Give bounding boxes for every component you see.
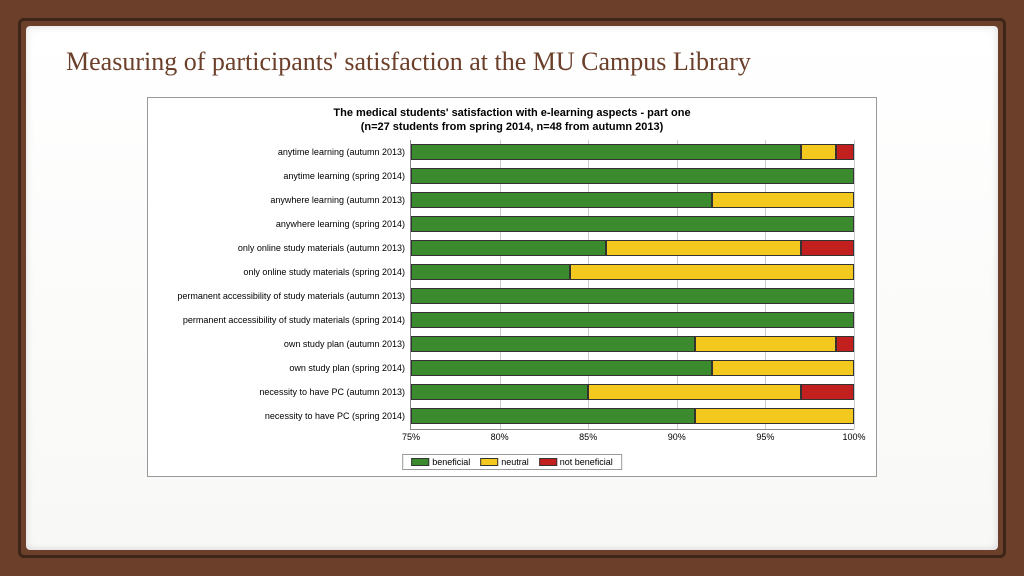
bar-row: only online study materials (spring 2014… xyxy=(411,264,854,280)
bar-label: only online study materials (spring 2014… xyxy=(243,264,411,280)
seg-neutral xyxy=(712,192,854,208)
bar-label: necessity to have PC (spring 2014) xyxy=(265,408,411,424)
grid-line xyxy=(854,140,855,429)
bar-label: anywhere learning (autumn 2013) xyxy=(270,192,411,208)
legend-swatch xyxy=(411,458,429,466)
chart-plot-area: 75%80%85%90%95%100%anytime learning (aut… xyxy=(410,140,854,430)
legend-item: not beneficial xyxy=(539,457,613,467)
x-axis-tick: 75% xyxy=(402,429,420,442)
seg-not-beneficial xyxy=(836,336,854,352)
chart-title: The medical students' satisfaction with … xyxy=(160,106,864,135)
legend-swatch xyxy=(539,458,557,466)
bar-row: own study plan (autumn 2013) xyxy=(411,336,854,352)
legend-label: not beneficial xyxy=(560,457,613,467)
seg-neutral xyxy=(695,408,854,424)
chart-title-line2: (n=27 students from spring 2014, n=48 fr… xyxy=(361,121,664,133)
x-axis-tick: 85% xyxy=(579,429,597,442)
slide-title: Measuring of participants' satisfaction … xyxy=(66,46,958,79)
bar-label: anytime learning (spring 2014) xyxy=(283,168,411,184)
bar-label: permanent accessibility of study materia… xyxy=(177,288,411,304)
seg-not-beneficial xyxy=(801,384,854,400)
seg-neutral xyxy=(801,144,836,160)
legend-item: beneficial xyxy=(411,457,470,467)
seg-beneficial xyxy=(411,240,606,256)
bar-label: anytime learning (autumn 2013) xyxy=(278,144,411,160)
chart-title-line1: The medical students' satisfaction with … xyxy=(333,107,690,119)
bar-label: necessity to have PC (autumn 2013) xyxy=(259,384,411,400)
seg-neutral xyxy=(588,384,801,400)
slide-content: Measuring of participants' satisfaction … xyxy=(26,26,998,550)
seg-not-beneficial xyxy=(801,240,854,256)
bar-row: anytime learning (autumn 2013) xyxy=(411,144,854,160)
bar-row: only online study materials (autumn 2013… xyxy=(411,240,854,256)
chart-container: The medical students' satisfaction with … xyxy=(147,97,877,477)
bar-row: anywhere learning (spring 2014) xyxy=(411,216,854,232)
legend-label: beneficial xyxy=(432,457,470,467)
chart-legend: beneficial neutral not beneficial xyxy=(402,454,622,470)
seg-neutral xyxy=(570,264,854,280)
legend-swatch xyxy=(480,458,498,466)
bar-row: anytime learning (spring 2014) xyxy=(411,168,854,184)
bar-label: permanent accessibility of study materia… xyxy=(183,312,411,328)
seg-beneficial xyxy=(411,408,695,424)
legend-label: neutral xyxy=(501,457,529,467)
seg-beneficial xyxy=(411,216,854,232)
seg-beneficial xyxy=(411,192,712,208)
seg-beneficial xyxy=(411,360,712,376)
bar-row: permanent accessibility of study materia… xyxy=(411,312,854,328)
bar-label: own study plan (spring 2014) xyxy=(289,360,411,376)
seg-neutral xyxy=(695,336,837,352)
seg-beneficial xyxy=(411,384,588,400)
seg-beneficial xyxy=(411,144,801,160)
bar-row: necessity to have PC (autumn 2013) xyxy=(411,384,854,400)
bar-row: permanent accessibility of study materia… xyxy=(411,288,854,304)
slide-frame-outer: Measuring of participants' satisfaction … xyxy=(18,18,1006,558)
seg-beneficial xyxy=(411,288,854,304)
seg-beneficial xyxy=(411,336,695,352)
seg-neutral xyxy=(712,360,854,376)
legend-item: neutral xyxy=(480,457,529,467)
bar-label: anywhere learning (spring 2014) xyxy=(276,216,411,232)
seg-beneficial xyxy=(411,264,570,280)
x-axis-tick: 80% xyxy=(491,429,509,442)
seg-not-beneficial xyxy=(836,144,854,160)
x-axis-tick: 100% xyxy=(842,429,865,442)
bar-row: own study plan (spring 2014) xyxy=(411,360,854,376)
seg-neutral xyxy=(606,240,801,256)
bar-row: anywhere learning (autumn 2013) xyxy=(411,192,854,208)
x-axis-tick: 95% xyxy=(756,429,774,442)
seg-beneficial xyxy=(411,168,854,184)
bar-label: only online study materials (autumn 2013… xyxy=(238,240,411,256)
seg-beneficial xyxy=(411,312,854,328)
bar-label: own study plan (autumn 2013) xyxy=(284,336,411,352)
bar-row: necessity to have PC (spring 2014) xyxy=(411,408,854,424)
x-axis-tick: 90% xyxy=(668,429,686,442)
